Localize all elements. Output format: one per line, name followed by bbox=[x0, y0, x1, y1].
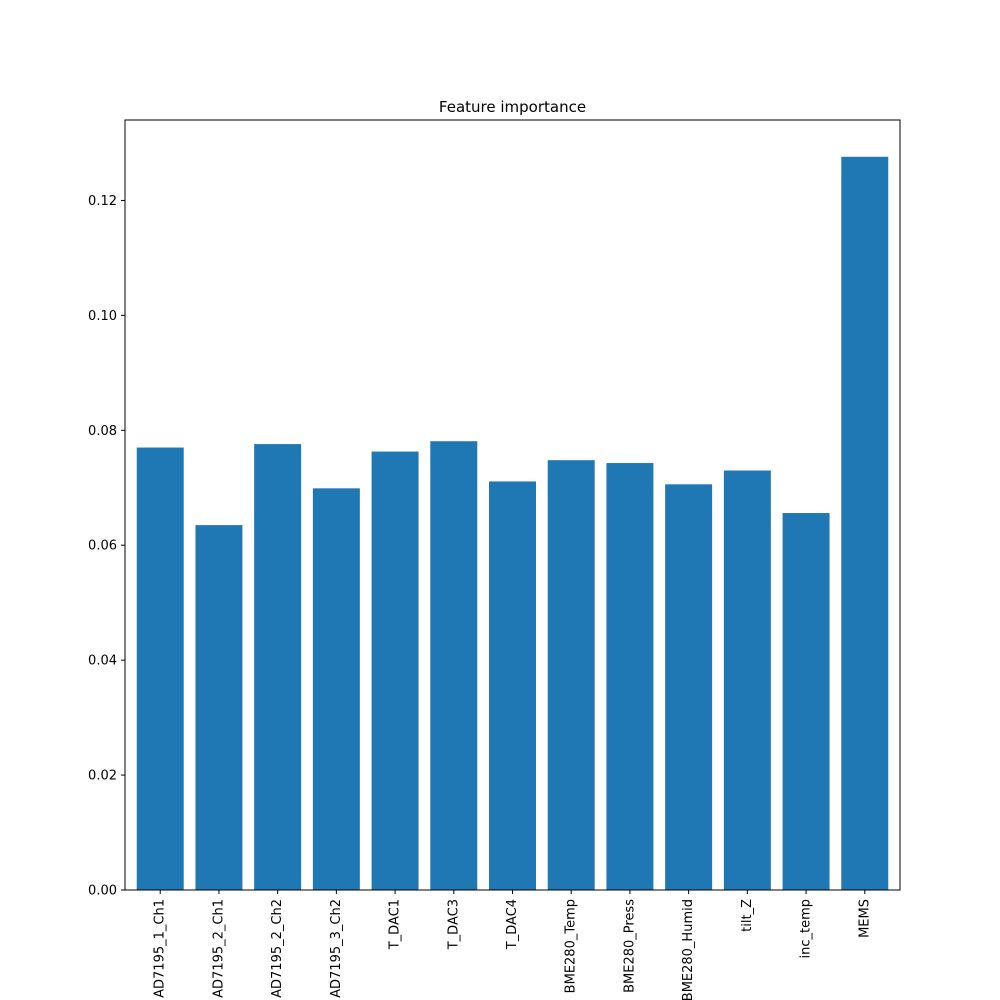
chart-title: Feature importance bbox=[439, 98, 586, 116]
bar-T_DAC1 bbox=[371, 451, 419, 890]
bar-AD7195_2_Ch2 bbox=[254, 444, 302, 890]
plot-frame bbox=[124, 119, 901, 891]
x-tick-label: tilt_Z bbox=[740, 899, 755, 932]
x-tick-label: inc_temp bbox=[799, 899, 814, 959]
x-tick-label: MEMS bbox=[857, 899, 872, 938]
y-tick-label: 0.04 bbox=[88, 654, 117, 669]
y-tick-label: 0.06 bbox=[88, 539, 117, 554]
y-tick-label: 0.00 bbox=[88, 884, 117, 899]
x-tick-label: T_DAC1 bbox=[388, 899, 403, 950]
x-tick-label: BME280_Humid bbox=[681, 899, 696, 1000]
bar-MEMS bbox=[841, 156, 889, 890]
x-axis-ticks: AD7195_1_Ch1 AD7195_2_Ch1 AD7195_2_Ch2 AD71… bbox=[153, 890, 872, 1000]
bar-BME280_Humid bbox=[665, 484, 713, 890]
bar-tilt_Z bbox=[723, 470, 771, 890]
y-axis-ticks: 0.00 0.02 0.04 0.06 0.08 0.10 0.12 bbox=[88, 194, 125, 899]
y-tick-label: 0.10 bbox=[88, 309, 117, 324]
y-tick-label: 0.02 bbox=[88, 769, 117, 784]
x-tick-label: AD7195_2_Ch1 bbox=[211, 899, 226, 998]
bar-T_DAC3 bbox=[430, 441, 478, 890]
bar-AD7195_2_Ch1 bbox=[195, 525, 243, 890]
bars-group bbox=[136, 156, 889, 890]
x-tick-label: AD7195_2_Ch2 bbox=[270, 899, 285, 998]
bar-T_DAC4 bbox=[489, 481, 536, 890]
x-tick-label: BME280_Press bbox=[622, 899, 637, 993]
x-tick-label: AD7195_3_Ch2 bbox=[329, 899, 344, 998]
bar-BME280_Press bbox=[606, 463, 654, 890]
bar-BME280_Temp bbox=[547, 460, 595, 890]
bar-AD7195_1_Ch1 bbox=[136, 447, 184, 890]
bar-inc_temp bbox=[782, 513, 830, 890]
x-tick-label: BME280_Temp bbox=[564, 899, 579, 993]
y-tick-label: 0.08 bbox=[88, 424, 117, 439]
x-tick-label: T_DAC3 bbox=[446, 899, 461, 950]
y-tick-label: 0.12 bbox=[88, 194, 117, 209]
bar-AD7195_3_Ch2 bbox=[312, 488, 360, 890]
x-tick-label: T_DAC4 bbox=[505, 899, 520, 950]
x-tick-label: AD7195_1_Ch1 bbox=[153, 899, 168, 998]
